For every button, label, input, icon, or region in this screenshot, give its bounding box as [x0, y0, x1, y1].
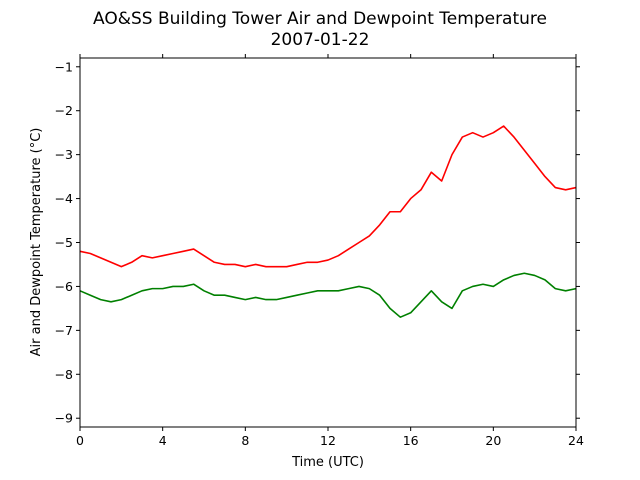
series-line-0 [79, 125, 577, 268]
y-tick-label: −5 [55, 235, 73, 250]
plot-area [79, 57, 577, 428]
x-tick-label: 4 [159, 433, 167, 448]
y-tick-label: −2 [55, 103, 73, 118]
y-tick-label: −3 [55, 147, 73, 162]
y-tick-label: −9 [55, 411, 73, 426]
series-layer [79, 125, 577, 318]
y-axis: −9 −8 −7 −6 −5 −4 −3 −2 −1 [55, 59, 580, 426]
x-tick-label: 16 [403, 433, 419, 448]
y-tick-label: −6 [55, 279, 73, 294]
x-axis: 0 4 8 12 16 20 24 [76, 54, 584, 448]
chart-subtitle: 2007-01-22 [271, 30, 370, 50]
chart-title: AO&SS Building Tower Air and Dewpoint Te… [93, 9, 547, 29]
x-tick-label: 20 [485, 433, 501, 448]
y-tick-label: −8 [55, 367, 73, 382]
series-line-1 [79, 272, 577, 318]
y-axis-label: Air and Dewpoint Temperature (°C) [29, 128, 44, 357]
y-tick-label: −4 [55, 191, 73, 206]
x-tick-label: 12 [320, 433, 336, 448]
x-tick-label: 0 [76, 433, 84, 448]
x-tick-label: 24 [568, 433, 584, 448]
x-tick-label: 8 [241, 433, 249, 448]
y-tick-label: −7 [55, 323, 73, 338]
y-tick-label: −1 [55, 59, 73, 74]
x-axis-label: Time (UTC) [291, 455, 364, 470]
